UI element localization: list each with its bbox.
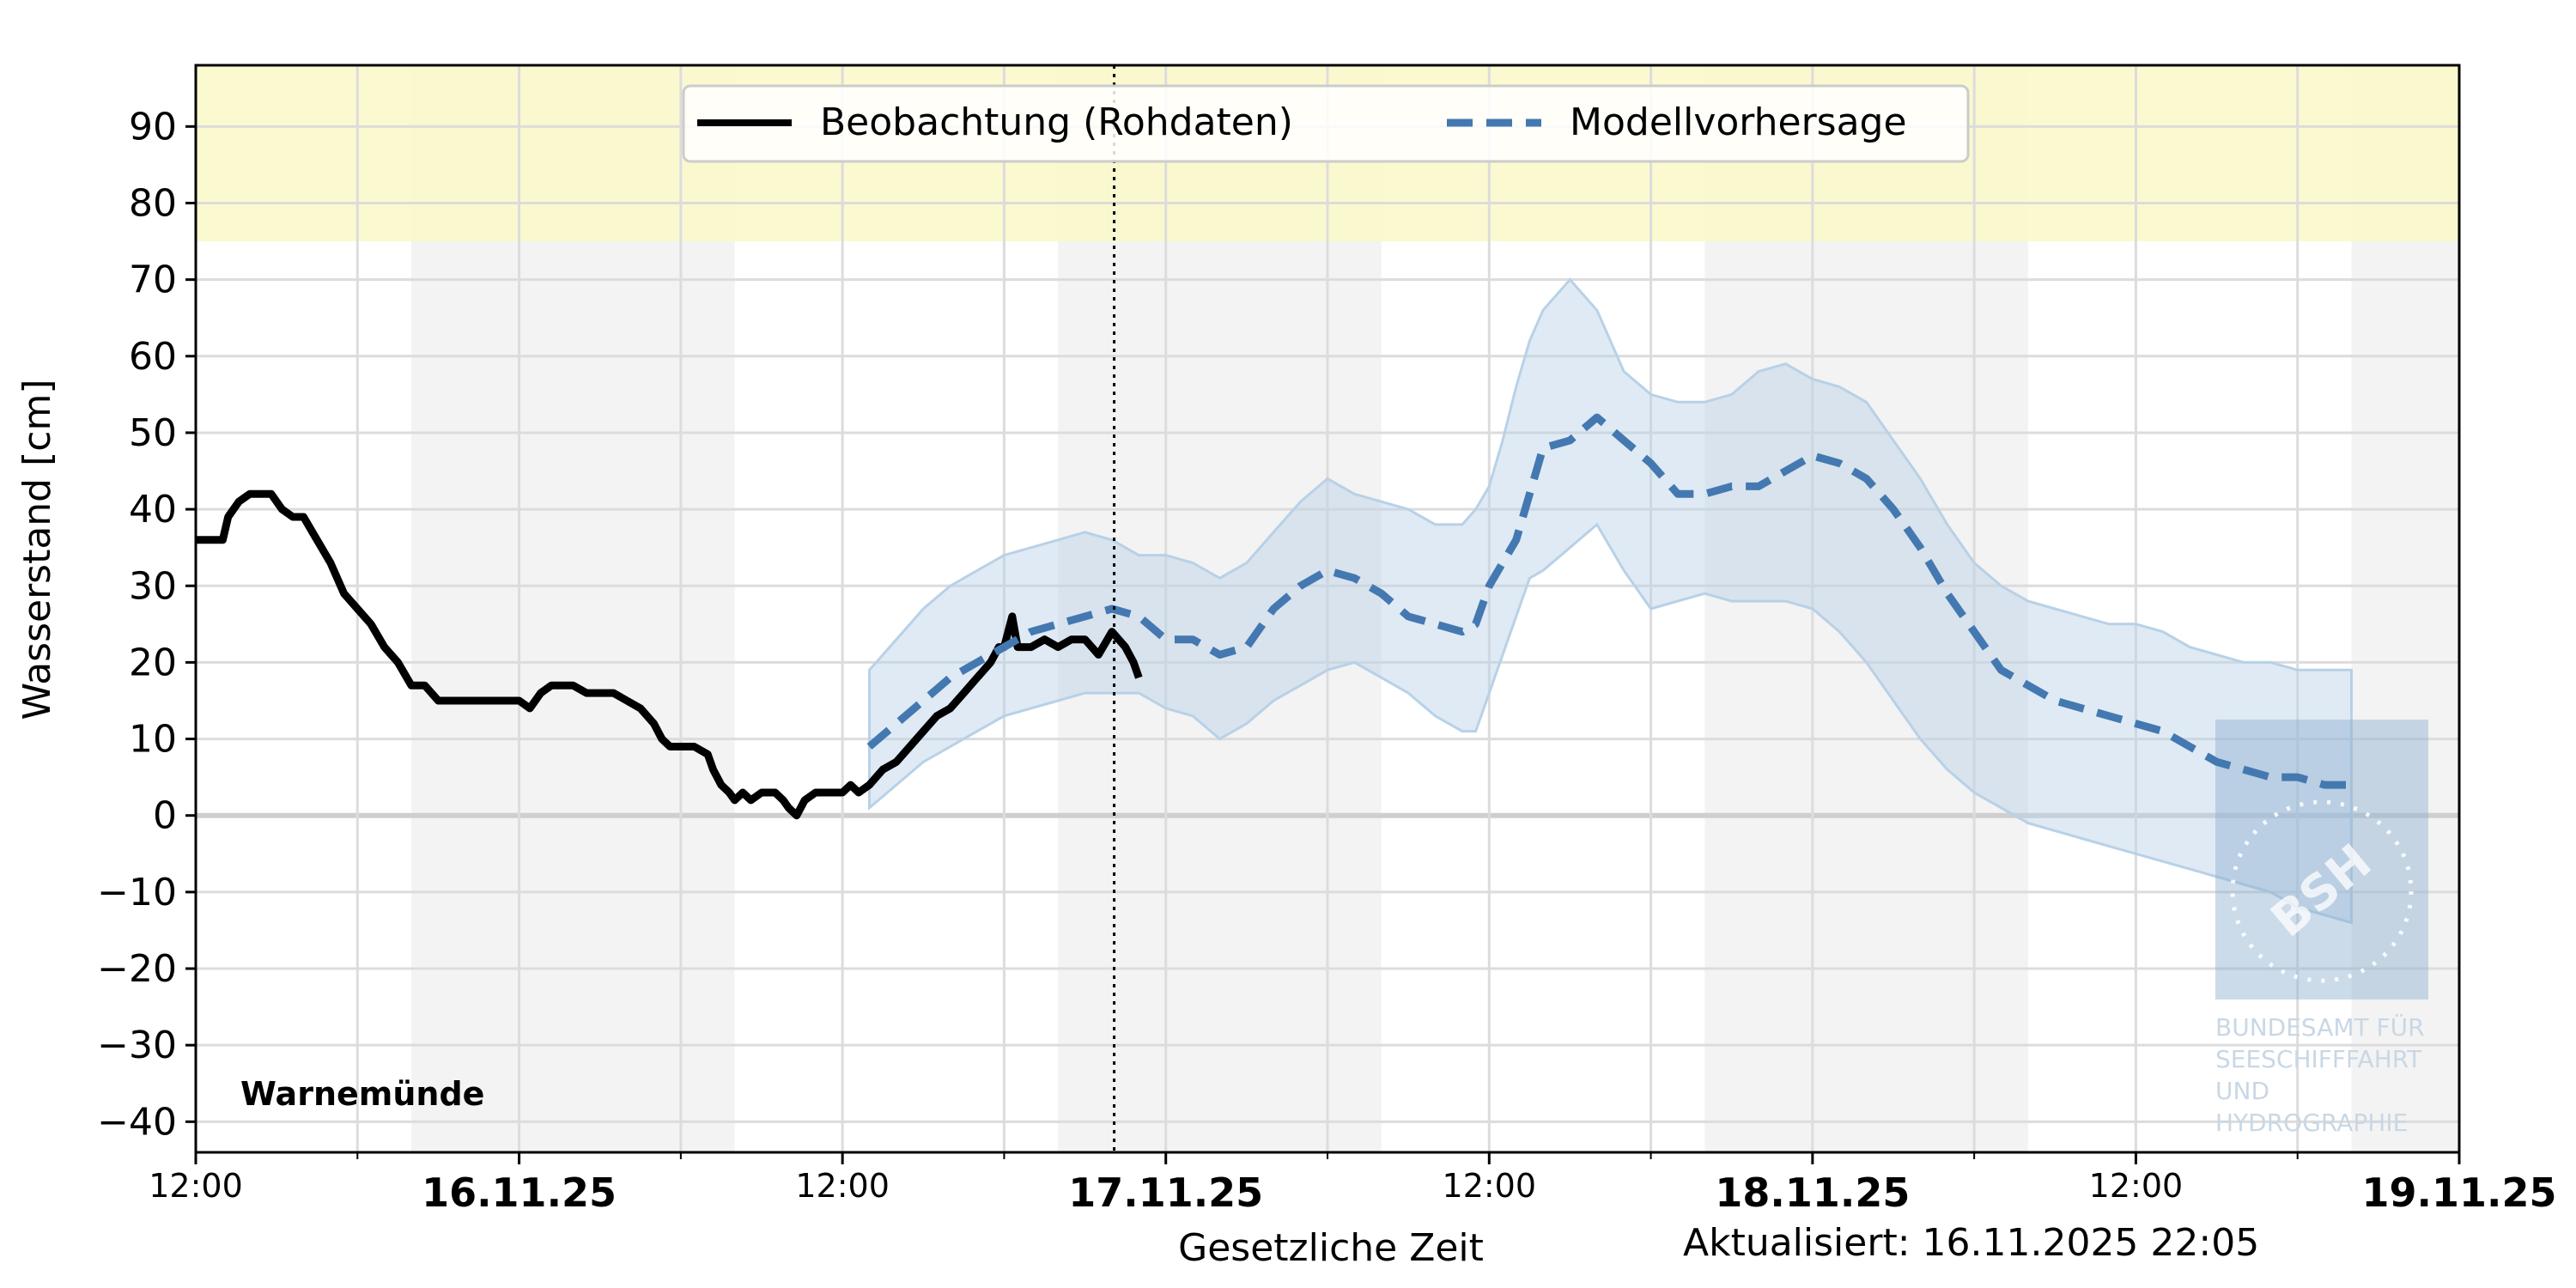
y-tick-label: 20 bbox=[129, 641, 177, 684]
forecast-line bbox=[866, 413, 2352, 789]
y-tick-label: 90 bbox=[129, 105, 177, 149]
y-tick-label: 70 bbox=[129, 258, 177, 302]
updated-timestamp: Aktualisiert: 16.11.2025 22:05 bbox=[1683, 1221, 2259, 1265]
x-tick-label: 12:00 bbox=[795, 1167, 890, 1205]
y-tick-label: −20 bbox=[97, 947, 177, 991]
y-axis-label: Wasserstand [cm] bbox=[15, 380, 59, 720]
watermark-seal bbox=[2230, 799, 2414, 983]
watermark-line: BUNDESAMT FÜR bbox=[2215, 1012, 2425, 1042]
watermark-line: SEESCHIFFFAHRT bbox=[2215, 1045, 2422, 1073]
y-tick-label: −40 bbox=[97, 1100, 177, 1144]
forecast-uncertainty-band bbox=[868, 277, 2353, 925]
legend-label-forecast: Modellvorhersage bbox=[1570, 100, 1907, 144]
legend-box bbox=[682, 84, 1970, 163]
axes: 90 80 70 60 50 40 30 20 10 0 −10 −20 −30 −40 12:00 16.1… bbox=[97, 64, 2557, 1216]
y-tick-label: 30 bbox=[129, 564, 177, 608]
y-tick-label: 0 bbox=[153, 794, 177, 838]
x-tick-label: 12:00 bbox=[149, 1167, 243, 1205]
y-tick-label: 40 bbox=[129, 488, 177, 532]
x-tick-label: 12:00 bbox=[1443, 1167, 1537, 1205]
uncertainty-band-area bbox=[868, 277, 2353, 925]
station-name: Warnemünde bbox=[240, 1075, 484, 1113]
night-shade bbox=[2351, 65, 2459, 1152]
y-tick-label: 60 bbox=[129, 335, 177, 379]
x-tick-label: 16.11.25 bbox=[422, 1170, 617, 1216]
watermark-box bbox=[2215, 720, 2428, 999]
y-tick-label: −30 bbox=[97, 1024, 177, 1067]
legend-label-observation: Beobachtung (Rohdaten) bbox=[820, 100, 1293, 144]
watermark-line: HYDROGRAPHIE bbox=[2215, 1109, 2408, 1137]
series-lines bbox=[196, 65, 2352, 1152]
x-tick-label: 17.11.25 bbox=[1068, 1170, 1263, 1216]
y-tick-label: 80 bbox=[129, 181, 177, 225]
watermark-line: UND bbox=[2215, 1077, 2269, 1105]
x-tick-label: 19.11.25 bbox=[2362, 1170, 2557, 1216]
y-tick-label: −10 bbox=[97, 871, 177, 914]
grid-lines bbox=[194, 65, 2461, 1152]
y-tick-label: 50 bbox=[129, 411, 177, 455]
x-axis-label: Gesetzliche Zeit bbox=[1178, 1226, 1484, 1270]
legend: Beobachtung (Rohdaten) Modellvorhersage bbox=[682, 84, 1970, 163]
x-tick-label: 18.11.25 bbox=[1715, 1170, 1910, 1216]
x-tick-label: 12:00 bbox=[2089, 1167, 2184, 1205]
y-tick-label: 10 bbox=[129, 718, 177, 762]
